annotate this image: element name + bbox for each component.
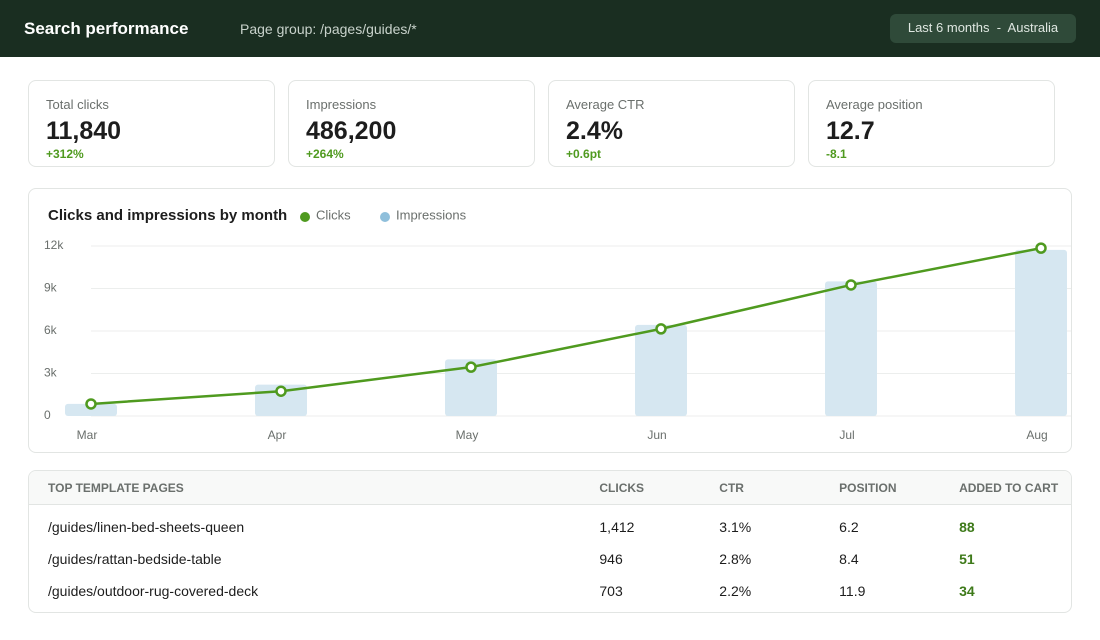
- column-header: TOP TEMPLATE PAGES: [29, 471, 600, 505]
- kpi-delta: +312%: [46, 147, 84, 161]
- kpi-value: 486,200: [306, 117, 397, 145]
- table-cell: 2.2%: [719, 583, 752, 599]
- table-cell: 34: [959, 583, 975, 599]
- x-tick-label: Jun: [647, 428, 666, 442]
- header: Search performance Page group: /pages/gu…: [0, 0, 1100, 57]
- x-tick-label: Apr: [268, 428, 287, 442]
- table-cell: /guides/linen-bed-sheets-queen: [48, 519, 245, 535]
- kpi-label: Impressions: [306, 97, 377, 112]
- chart-title: Clicks and impressions by month: [48, 207, 287, 224]
- kpi-card: Impressions 486,200 +264%: [288, 80, 535, 167]
- y-tick-label: 0: [44, 408, 51, 422]
- y-tick-label: 3k: [44, 366, 58, 380]
- legend-dot: [300, 212, 310, 222]
- table-cell: 51: [959, 551, 975, 567]
- table: TOP TEMPLATE PAGES CLICKS CTR POSITION ADDED…: [29, 471, 1071, 607]
- point: [655, 323, 667, 335]
- kpi-card: Total clicks 11,840 +312%: [28, 80, 275, 167]
- chart-card: Clicks and impressions by month Clicks Imp…: [28, 188, 1072, 453]
- point: [275, 385, 287, 397]
- filter-button[interactable]: Last 6 months - Australia: [890, 14, 1076, 43]
- table-cell: 1,412: [599, 519, 635, 535]
- x-tick-label: Jul: [839, 428, 854, 442]
- y-tick-label: 6k: [44, 323, 58, 337]
- title: Search performance: [24, 19, 189, 38]
- kpi-label: Average position: [826, 97, 923, 112]
- bar: [65, 403, 117, 416]
- table-cell: 8.4: [839, 551, 859, 567]
- bar: [1015, 249, 1067, 416]
- bar: [445, 359, 497, 416]
- table-row: /guides/outdoor-rug-covered-deck 703 2.2% 1…: [29, 575, 1071, 607]
- kpi-card: Average position 12.7 -8.1: [808, 80, 1055, 167]
- kpi-label: Total clicks: [46, 97, 109, 112]
- chart: Clicks and impressions by month Clicks Imp…: [44, 207, 1071, 442]
- table-cell: 6.2: [839, 519, 859, 535]
- column-header: CTR: [719, 471, 840, 505]
- point: [845, 279, 857, 291]
- table-cell: 946: [599, 551, 623, 567]
- kpi-value: 11,840: [46, 117, 122, 145]
- column-header: CLICKS: [599, 471, 720, 505]
- kpi-delta: +0.6pt: [566, 147, 602, 161]
- kpi-delta: +264%: [306, 147, 344, 161]
- subtitle: Page group: /pages/guides/*: [240, 21, 417, 37]
- kpi-label: Average CTR: [566, 97, 645, 112]
- table-cell: /guides/outdoor-rug-covered-deck: [48, 583, 259, 599]
- table-cell: /guides/rattan-bedside-table: [48, 551, 222, 567]
- bar: [635, 324, 687, 416]
- bar: [825, 281, 877, 416]
- point: [1035, 242, 1047, 254]
- kpi-delta: -8.1: [826, 147, 847, 161]
- x-tick-label: Aug: [1026, 428, 1047, 442]
- legend-dot: [380, 212, 390, 222]
- kpi-card: Average CTR 2.4% +0.6pt: [548, 80, 795, 167]
- table-card: TOP TEMPLATE PAGES CLICKS CTR POSITION ADDED…: [28, 470, 1072, 613]
- point: [465, 361, 477, 373]
- table-cell: 88: [959, 519, 975, 535]
- line: [90, 246, 1042, 406]
- column-header: ADDED TO CART: [959, 471, 1071, 505]
- y-tick-label: 12k: [44, 238, 64, 252]
- table-cell: 3.1%: [719, 519, 752, 535]
- kpi-value: 2.4%: [566, 117, 623, 145]
- x-tick-label: May: [456, 428, 479, 442]
- table-row: /guides/linen-bed-sheets-queen 1,412 3.1% 6…: [29, 505, 1071, 544]
- x-tick-label: Mar: [77, 428, 98, 442]
- table-row: /guides/rattan-bedside-table 946 2.8% 8.4 51: [29, 543, 1071, 575]
- table-cell: 11.9: [839, 583, 866, 599]
- legend-label: Clicks: [316, 207, 351, 222]
- table-cell: 703: [599, 583, 623, 599]
- legend-label: Impressions: [396, 207, 467, 222]
- column-header: POSITION: [839, 471, 960, 505]
- y-tick-label: 9k: [44, 281, 58, 295]
- kpi-value: 12.7: [826, 117, 875, 145]
- point: [85, 398, 97, 410]
- table-cell: 2.8%: [719, 551, 752, 567]
